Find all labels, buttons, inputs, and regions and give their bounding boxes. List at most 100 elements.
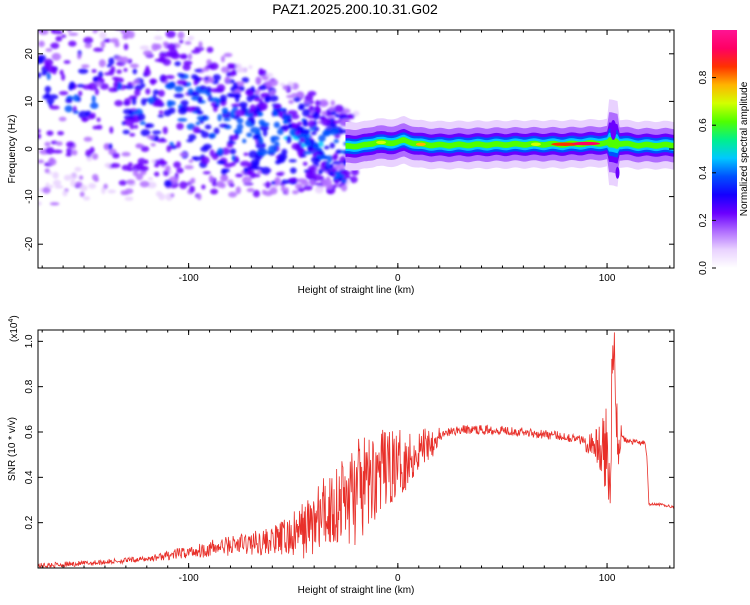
spectrogram-cell bbox=[93, 47, 104, 52]
spectrogram-cell bbox=[152, 89, 160, 95]
snr-panel: -100 0 100 0.2 0.4 0.6 0.8 1.0 Height of strai… bbox=[7, 315, 675, 596]
spectrogram-cell bbox=[132, 169, 139, 177]
spectrogram-cell bbox=[38, 133, 42, 139]
spectrogram-cell bbox=[79, 184, 88, 192]
spectrogram-cell bbox=[264, 95, 271, 103]
spectrogram-cell bbox=[104, 14, 110, 22]
spectrogram-cell bbox=[221, 168, 227, 176]
spectrogram-cell bbox=[210, 188, 219, 195]
spectrogram-cell bbox=[83, 196, 91, 201]
spectrogram-cell bbox=[48, 94, 59, 100]
spectrogram-cell bbox=[44, 85, 52, 93]
spectrogram-cell bbox=[266, 72, 274, 78]
spectrogram-cell bbox=[213, 104, 220, 108]
spectrogram-cell bbox=[187, 180, 196, 184]
colorbar: 0.0 0.2 0.4 0.6 0.8 Normalized spectral ampl… bbox=[698, 30, 750, 275]
spectrogram-cell bbox=[350, 168, 359, 176]
spectrogram-cell bbox=[103, 38, 109, 43]
spectrogram-cell bbox=[90, 102, 99, 110]
spectrogram-cell bbox=[83, 8, 91, 15]
spectrogram-cell bbox=[289, 167, 297, 174]
spectrogram-cell bbox=[252, 189, 261, 198]
spectrogram-cell bbox=[293, 96, 301, 103]
spectrogram-cell bbox=[295, 130, 301, 135]
spectrogram-cell bbox=[184, 165, 194, 170]
spectrogram-cell bbox=[217, 147, 224, 155]
spectrogram-cell bbox=[170, 52, 181, 60]
spectrogram-cell bbox=[257, 148, 268, 156]
spectrogram-cell bbox=[92, 76, 99, 82]
spectrogram-cell bbox=[329, 142, 335, 149]
spectrogram-cell bbox=[338, 115, 348, 120]
spectrogram-cell bbox=[173, 161, 181, 169]
spectrogram-cell bbox=[179, 181, 188, 190]
y-tick-label: 1.0 bbox=[24, 334, 35, 348]
spectrogram-cell bbox=[243, 152, 249, 156]
spectrogram-cell bbox=[164, 179, 173, 188]
snr-background bbox=[38, 330, 674, 568]
spectrogram-cell bbox=[191, 90, 200, 97]
spectrogram-cell bbox=[335, 164, 345, 170]
spectrogram-cell bbox=[246, 187, 255, 193]
spectrogram-cell bbox=[228, 71, 237, 76]
spectrogram-cell bbox=[312, 152, 318, 157]
spectrogram-cell bbox=[287, 123, 293, 128]
spectrogram-cell bbox=[49, 157, 55, 163]
spectrogram-cell bbox=[347, 113, 355, 119]
spectrogram-cell bbox=[140, 83, 146, 88]
y-tick-label: 0 bbox=[24, 146, 35, 152]
spectrogram-cell bbox=[321, 178, 333, 186]
spectrogram-cell bbox=[47, 184, 54, 189]
spectrogram-cell bbox=[221, 147, 231, 155]
spectrogram-cell bbox=[321, 110, 327, 116]
spectrogram-cell bbox=[219, 94, 227, 103]
spectrogram-cell bbox=[274, 104, 282, 109]
spectrogram-cell bbox=[165, 30, 176, 38]
spectrogram-cell bbox=[238, 101, 248, 108]
spectrogram-cell bbox=[91, 153, 99, 160]
spectrogram-cell bbox=[201, 184, 206, 190]
spectrogram-cell bbox=[202, 171, 211, 175]
y-tick-label: 0.8 bbox=[24, 379, 35, 393]
spectrogram-cell bbox=[76, 83, 85, 88]
spectrogram-cell bbox=[91, 69, 97, 73]
spectrogram-cell bbox=[137, 113, 146, 121]
spectrogram-cell bbox=[113, 81, 119, 88]
spectrogram-cell bbox=[191, 156, 198, 160]
spectrogram-cell bbox=[302, 161, 308, 166]
spectrogram-cell bbox=[124, 196, 134, 201]
colorbar-label: Normalized spectral amplitude bbox=[739, 81, 750, 216]
spectrogram-cell bbox=[191, 74, 198, 80]
spectrogram-cell bbox=[257, 102, 268, 110]
spectrogram-cell bbox=[343, 170, 351, 177]
spectrogram-hotspot bbox=[530, 142, 541, 146]
spectrogram-cell bbox=[78, 68, 89, 74]
spectrogram-cell bbox=[124, 22, 128, 26]
spectrogram-cell bbox=[115, 55, 124, 62]
spectrogram-cell bbox=[126, 179, 136, 185]
spectrogram-cell bbox=[129, 124, 135, 130]
spectrogram-cell bbox=[133, 79, 140, 84]
spectrogram-cell bbox=[150, 143, 156, 147]
spectrogram-cell bbox=[332, 120, 342, 124]
spectrogram-cell bbox=[298, 103, 305, 110]
spectrogram-cell bbox=[331, 168, 337, 173]
snr-y-multiplier-prefix: (x10 bbox=[9, 322, 20, 342]
spectrogram-cell bbox=[274, 176, 281, 185]
spectrogram-cell bbox=[212, 74, 221, 81]
colorbar-tick-label: 0.0 bbox=[698, 261, 709, 275]
spectrogram-cell bbox=[144, 123, 155, 128]
spectrogram-cell bbox=[126, 8, 132, 15]
spectrogram-cell bbox=[68, 32, 79, 36]
spectrogram-cell bbox=[133, 12, 141, 19]
spectrogram-cell bbox=[250, 126, 261, 134]
spectrogram-cell bbox=[128, 110, 134, 115]
spectrogram-cell bbox=[40, 12, 46, 19]
spectrogram-cell bbox=[313, 111, 319, 117]
spectrogram-cell bbox=[317, 150, 323, 155]
spectrogram-cell bbox=[122, 10, 130, 14]
spectrogram-cell bbox=[145, 88, 151, 95]
spectrogram-cell bbox=[124, 84, 135, 90]
spectrogram-cell bbox=[61, 34, 67, 38]
spectrogram-cell bbox=[236, 118, 244, 124]
